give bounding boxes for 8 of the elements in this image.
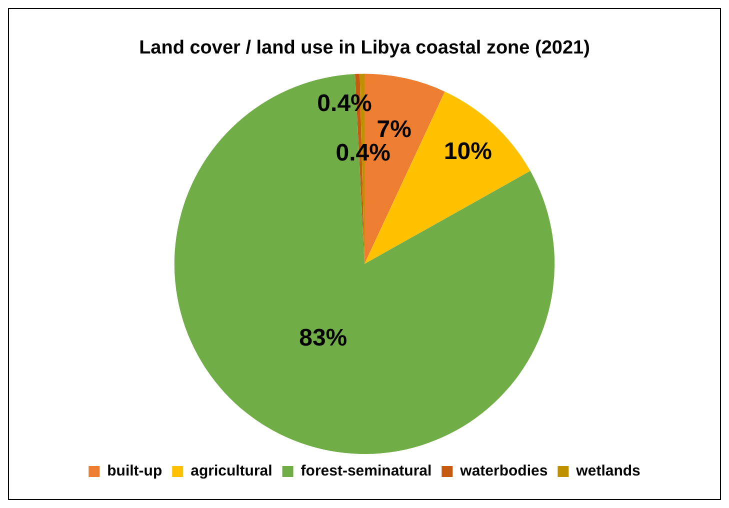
legend-label: waterbodies [459, 462, 548, 480]
data-label: 10% [444, 138, 492, 166]
legend-label: agricultural [190, 462, 272, 480]
legend-label: forest-seminatural [300, 462, 432, 480]
legend-label: built-up [107, 462, 162, 480]
chart-title: Land cover / land use in Libya coastal zone (2021) [139, 38, 590, 59]
data-label: 83% [299, 324, 348, 352]
legend-label: wetlands [575, 462, 640, 480]
